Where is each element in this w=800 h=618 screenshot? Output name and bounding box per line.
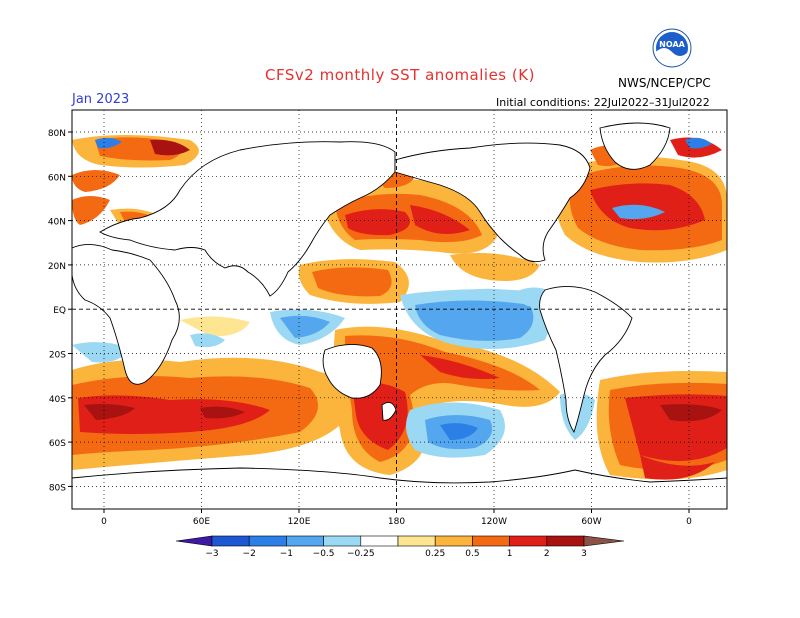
lat-tick-label: 80N bbox=[48, 129, 66, 139]
lat-tick-label: 60N bbox=[48, 173, 66, 183]
lon-tick-label: 120W bbox=[481, 517, 507, 527]
logo-text: NOAA bbox=[659, 40, 685, 49]
colorbar-segment bbox=[472, 535, 510, 547]
eurasia bbox=[99, 141, 396, 297]
graticule bbox=[72, 110, 727, 509]
north-america bbox=[394, 142, 591, 263]
lon-tick-label: 0 bbox=[686, 517, 692, 527]
colorbar-segment bbox=[286, 535, 324, 547]
map-title: CFSv2 monthly SST anomalies (K) bbox=[265, 66, 535, 84]
lat-tick-label: EQ bbox=[53, 306, 66, 316]
colorbar-label: 3 bbox=[581, 549, 587, 559]
greenland bbox=[599, 122, 671, 170]
lon-tick-label: 0 bbox=[101, 517, 107, 527]
south-atlantic-warm-anomaly bbox=[596, 371, 727, 480]
colorbar-segment bbox=[509, 535, 548, 547]
lon-tick-label: 180 bbox=[388, 517, 405, 527]
lat-tick-label: 40N bbox=[48, 218, 66, 228]
colorbar-label: 0.25 bbox=[425, 549, 445, 559]
colorbar-segment bbox=[211, 535, 250, 547]
colorbar-label: −1 bbox=[280, 549, 293, 559]
colorbar-label: −0.5 bbox=[313, 549, 335, 559]
colorbar-segment bbox=[434, 535, 473, 547]
colorbar-label: −2 bbox=[243, 549, 256, 559]
southern-ocean-warm-anomaly bbox=[72, 357, 350, 470]
antarctica bbox=[72, 467, 727, 509]
colorbar-arrow-low bbox=[175, 535, 213, 547]
colorbar-segment bbox=[360, 535, 399, 547]
colorbar-label: −0.25 bbox=[347, 549, 375, 559]
north-pacific-warm-anomaly bbox=[298, 171, 540, 304]
colorbar-segment bbox=[248, 535, 287, 547]
southwest-pacific-warm-anomaly bbox=[333, 326, 560, 475]
lon-tick-label: 60E bbox=[193, 517, 210, 527]
colorbar-arrow-high bbox=[583, 535, 625, 547]
australia bbox=[322, 344, 382, 399]
new-zealand bbox=[381, 401, 397, 421]
lat-tick-label: 40S bbox=[49, 395, 66, 405]
colorbar-label: 1 bbox=[507, 549, 513, 559]
continents bbox=[72, 122, 727, 509]
lat-tick-label: 80S bbox=[49, 483, 66, 493]
initial-conditions: Initial conditions: 22Jul2022–31Jul2022 bbox=[496, 96, 710, 109]
longitude-ticks: 0 60E 120E 180 120W 60W 0 bbox=[101, 509, 692, 527]
colorbar-label: 2 bbox=[544, 549, 550, 559]
south-america bbox=[539, 286, 633, 434]
lon-tick-label: 120E bbox=[288, 517, 311, 527]
north-atlantic-warm-anomaly bbox=[555, 137, 727, 263]
latitude-ticks: 80N 60N 40N 20N EQ 20S 40S 60S 80S bbox=[48, 129, 72, 493]
colorbar-segment bbox=[323, 535, 362, 547]
indian-ocean-anomaly bbox=[72, 316, 250, 363]
colorbar-label: 0.5 bbox=[465, 549, 479, 559]
colorbar-segment bbox=[397, 535, 436, 547]
lat-tick-label: 20S bbox=[49, 351, 66, 361]
colorbar: −3 −2 −1 −0.5 −0.25 0.25 0.5 1 2 3 bbox=[175, 535, 625, 559]
lon-tick-label: 60W bbox=[581, 517, 601, 527]
colorbar-label: −3 bbox=[205, 549, 218, 559]
tropical-pacific-cold-anomaly bbox=[270, 287, 560, 349]
noaa-logo-icon: NOAA bbox=[652, 28, 692, 68]
agency-label: NWS/NCEP/CPC bbox=[618, 76, 711, 90]
anomaly-layer bbox=[72, 110, 727, 509]
lat-tick-label: 60S bbox=[49, 439, 66, 449]
colorbar-segment bbox=[546, 535, 585, 547]
lat-tick-label: 20N bbox=[48, 262, 66, 272]
forecast-month: Jan 2023 bbox=[72, 92, 130, 107]
africa-eurasia-west bbox=[72, 244, 180, 385]
